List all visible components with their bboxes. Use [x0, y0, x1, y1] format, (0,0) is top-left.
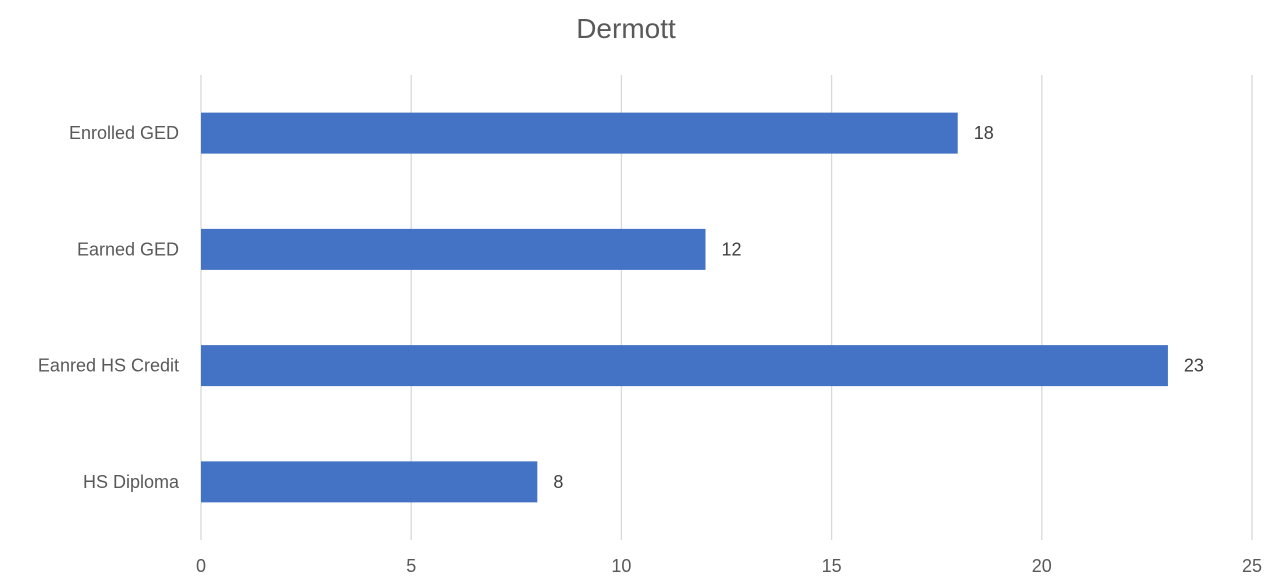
category-label-3: HS Diploma	[83, 472, 180, 492]
data-labels: 18 12 23 8	[553, 123, 1204, 492]
bar-2	[201, 345, 1168, 387]
data-label-3: 8	[553, 472, 563, 492]
bar-1	[201, 228, 706, 270]
x-tick-label-3: 15	[822, 556, 842, 576]
x-tick-label-4: 20	[1032, 556, 1052, 576]
category-label-1: Earned GED	[77, 239, 179, 259]
x-tick-label-5: 25	[1242, 556, 1262, 576]
bars	[201, 112, 1168, 503]
bar-3	[201, 461, 538, 503]
data-label-0: 18	[974, 123, 994, 143]
chart-title: Dermott	[576, 13, 676, 44]
x-axis-tick-labels: 0 5 10 15 20 25	[196, 556, 1262, 576]
bar-0	[201, 112, 958, 154]
data-label-1: 12	[721, 239, 741, 259]
x-tick-label-1: 5	[406, 556, 416, 576]
category-labels: Enrolled GED Earned GED Eanred HS Credit HS…	[38, 123, 180, 492]
category-label-2: Eanred HS Credit	[38, 356, 179, 376]
data-label-2: 23	[1184, 356, 1204, 376]
category-label-0: Enrolled GED	[69, 123, 179, 143]
x-tick-label-2: 10	[611, 556, 631, 576]
x-tick-label-0: 0	[196, 556, 206, 576]
